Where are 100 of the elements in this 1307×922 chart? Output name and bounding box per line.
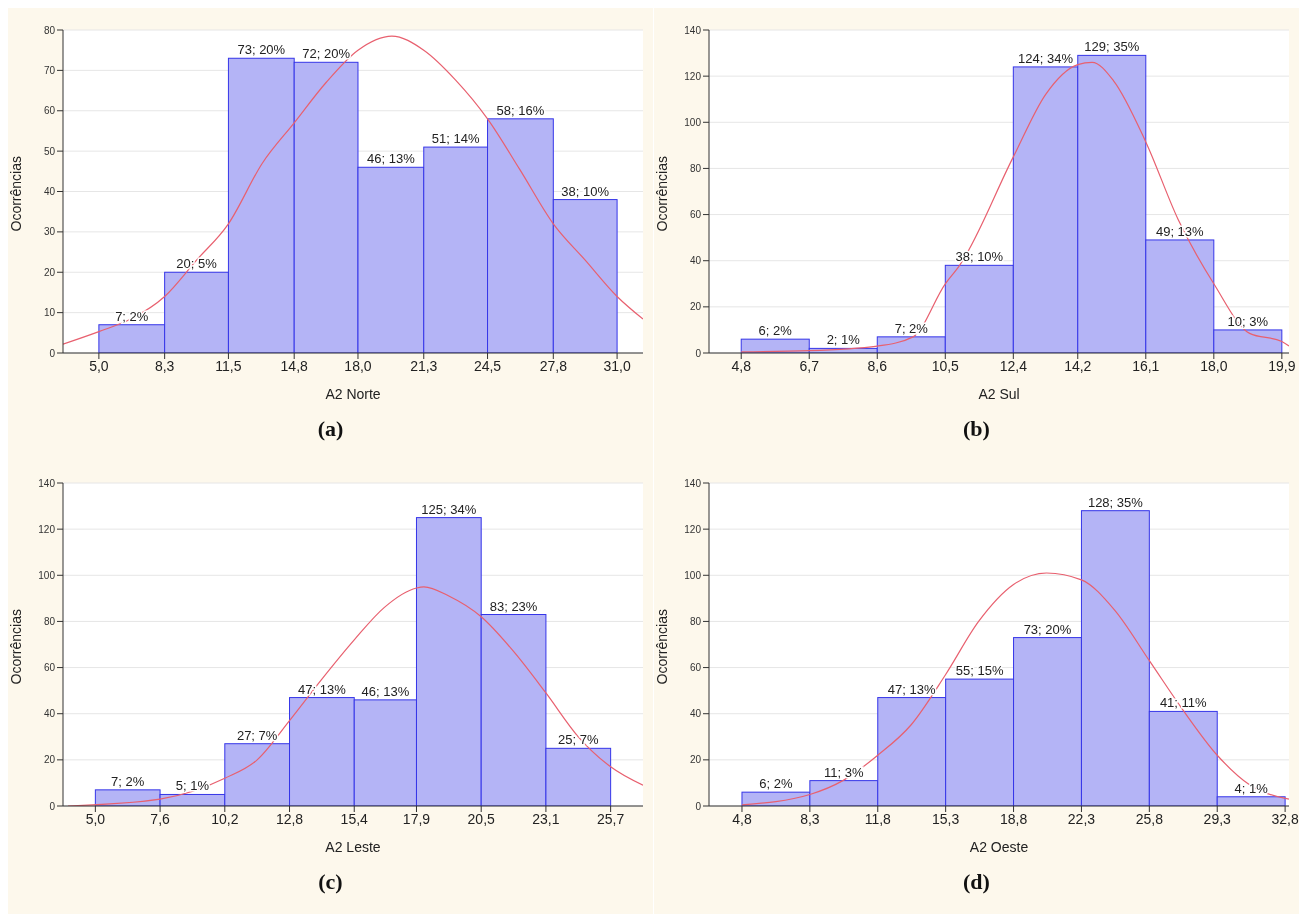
x-axis-title: A2 Leste [325, 839, 381, 855]
y-tick-label: 30 [43, 226, 56, 238]
x-axis-title: A2 Sul [978, 386, 1020, 402]
x-axis-title: A2 Oeste [969, 839, 1029, 855]
y-tick-label: 40 [43, 186, 56, 198]
x-tick-label: 18,0 [1200, 357, 1228, 374]
data-label: 38; 10% [955, 249, 1004, 265]
data-label: 129; 35% [1084, 39, 1140, 55]
x-tick-label: 8,6 [867, 357, 888, 374]
text: (a) [316, 416, 345, 442]
y-axis-title: Ocorrências [653, 609, 670, 685]
text: (b) [962, 416, 991, 442]
y-tick-label: 140 [684, 477, 702, 489]
y-axis-title: Ocorrências [7, 609, 24, 685]
data-label: 46; 13% [367, 151, 416, 167]
x-tick-label: 11,8 [864, 810, 892, 827]
data-label: 73; 20% [237, 42, 286, 58]
y-tick-label: 40 [689, 708, 702, 720]
data-label: 83; 23% [489, 598, 538, 614]
y-tick-label: 60 [43, 105, 56, 117]
x-tick-label: 24,5 [473, 357, 502, 374]
y-tick-label: 80 [43, 615, 56, 627]
x-tick-label: 27,8 [539, 357, 568, 374]
y-tick-label: 80 [689, 162, 702, 174]
y-tick-label: 120 [684, 70, 702, 82]
x-tick-label: 8,3 [800, 810, 820, 827]
y-axis-title: Ocorrências [7, 156, 24, 232]
y-tick-label: 80 [43, 24, 56, 36]
y-tick-label: 0 [49, 800, 56, 812]
x-tick-label: 32,8 [1271, 810, 1299, 827]
x-tick-label: 10,5 [931, 357, 960, 374]
x-tick-label: 20,5 [467, 810, 496, 827]
x-tick-label: 19,9 [1268, 357, 1296, 374]
x-tick-label: 4,8 [731, 357, 752, 374]
text: (d) [962, 869, 991, 895]
x-tick-label: 14,2 [1064, 357, 1092, 374]
y-tick-label: 70 [43, 64, 56, 76]
data-label: 51; 14% [431, 131, 480, 147]
data-label: 46; 13% [361, 683, 410, 699]
x-tick-label: 17,9 [402, 810, 431, 827]
x-tick-label: 25,8 [1135, 810, 1164, 827]
data-label: 47; 13% [298, 681, 347, 697]
y-tick-label: 100 [38, 569, 56, 581]
y-tick-label: 0 [695, 347, 702, 359]
y-tick-label: 60 [689, 662, 702, 674]
x-tick-label: 4,8 [732, 810, 752, 827]
y-tick-label: 20 [689, 301, 702, 313]
y-tick-label: 100 [684, 116, 702, 128]
x-tick-label: 15,4 [340, 810, 369, 827]
y-tick-label: 10 [43, 307, 56, 319]
line-series [63, 35, 643, 345]
y-tick-label: 50 [43, 145, 56, 157]
y-tick-label: 20 [43, 754, 56, 766]
data-label: 128; 35% [1087, 494, 1144, 510]
y-axis-title: Ocorrências [653, 156, 670, 232]
data-label: 27; 7% [236, 727, 278, 743]
x-tick-label: 5,0 [85, 810, 106, 827]
y-tick-label: 80 [689, 615, 702, 627]
y-tick-label: 140 [684, 24, 702, 36]
data-label: 41; 11% [1159, 695, 1208, 711]
y-tick-label: 0 [49, 347, 56, 359]
x-tick-label: 14,8 [280, 357, 309, 374]
data-label: 55; 15% [955, 663, 1004, 679]
x-tick-label: 25,7 [597, 810, 625, 827]
x-tick-label: 18,0 [344, 357, 372, 374]
x-tick-label: 7,6 [150, 810, 171, 827]
y-tick-label: 140 [38, 477, 56, 489]
x-tick-label: 21,3 [410, 357, 438, 374]
x-tick-label: 6,7 [799, 357, 820, 374]
x-tick-label: 31,0 [603, 357, 631, 374]
x-tick-label: 10,2 [211, 810, 239, 827]
data-label: 58; 16% [496, 102, 545, 118]
y-tick-label: 40 [43, 708, 56, 720]
y-tick-label: 60 [689, 209, 702, 221]
x-tick-label: 22,3 [1067, 810, 1096, 827]
y-tick-label: 100 [684, 569, 702, 581]
data-label: 25; 7% [558, 732, 599, 748]
x-tick-label: 18,8 [999, 810, 1028, 827]
data-label: 72; 20% [302, 46, 351, 62]
y-tick-label: 0 [695, 800, 702, 812]
y-tick-label: 20 [43, 266, 56, 278]
y-tick-label: 20 [689, 754, 702, 766]
x-tick-label: 15,3 [932, 810, 960, 827]
x-tick-label: 16,1 [1132, 357, 1160, 374]
data-label: 20; 5% [176, 256, 218, 272]
x-tick-label: 8,3 [154, 357, 175, 374]
data-label: 2; 1% [826, 332, 861, 348]
data-label: 7; 2% [111, 773, 145, 789]
y-tick-label: 120 [38, 523, 56, 535]
x-tick-label: 23,1 [532, 810, 560, 827]
x-axis-title: A2 Norte [325, 386, 381, 402]
data-label: 6; 2% [758, 323, 793, 339]
y-tick-label: 120 [684, 523, 702, 535]
data-label: 49; 13% [1155, 223, 1205, 239]
data-label: 5; 1% [175, 778, 210, 794]
data-label: 124; 34% [1018, 50, 1074, 66]
y-tick-label: 60 [43, 662, 56, 674]
data-label: 38; 10% [561, 183, 610, 199]
data-label: 47; 13% [887, 681, 936, 697]
data-label: 73; 20% [1023, 621, 1072, 637]
